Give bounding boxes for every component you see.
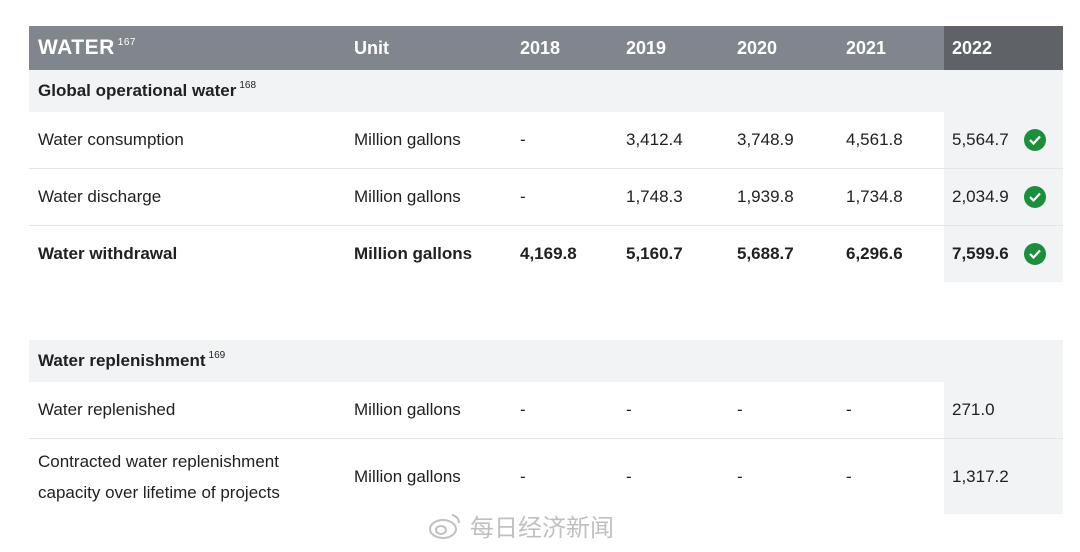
section-title: Global operational water 168 [38, 79, 257, 101]
value-2021: - [846, 466, 852, 486]
value-2019: 1,748.3 [626, 187, 683, 206]
value-2018: - [520, 130, 526, 149]
value-2021: 6,296.6 [846, 244, 903, 263]
value-2022: 5,564.7 [952, 130, 1009, 149]
check-circle-icon [1024, 129, 1046, 151]
column-header-2020: 2020 [737, 37, 778, 58]
highlight-2022 [944, 382, 1063, 438]
value-2020: 3,748.9 [737, 130, 794, 149]
value-2022: 7,599.6 [952, 244, 1009, 263]
highlight-2022 [944, 439, 1063, 514]
value-2020: - [737, 400, 743, 419]
value-2021: - [846, 400, 852, 419]
section-title: Water replenishment 169 [38, 349, 226, 371]
weibo-icon [429, 513, 461, 539]
value-2020: - [737, 466, 743, 486]
table-row-water-discharge: Water discharge Million gallons - 1,748.… [29, 169, 1063, 226]
table-row-water-consumption: Water consumption Million gallons - 3,41… [29, 112, 1063, 169]
value-2022: 1,317.2 [952, 466, 1009, 486]
value-2020: 1,939.8 [737, 187, 794, 206]
table-row-water-replenished: Water replenished Million gallons - - - … [29, 382, 1063, 439]
column-header-2018: 2018 [520, 37, 561, 58]
value-2018: - [520, 400, 526, 419]
column-header-2019: 2019 [626, 37, 667, 58]
check-circle-icon [1024, 243, 1046, 265]
table-title: WATER 167 [38, 36, 136, 59]
row-label: Water discharge [38, 187, 162, 206]
value-2022: 271.0 [952, 400, 995, 419]
column-header-2022: 2022 [952, 37, 993, 58]
watermark-text: 每日经济新闻 [470, 515, 614, 542]
value-2019: 3,412.4 [626, 130, 683, 149]
value-2019: - [626, 466, 632, 486]
value-2018: - [520, 466, 526, 486]
value-2022: 2,034.9 [952, 187, 1009, 206]
value-2019: - [626, 400, 632, 419]
section-header-global-operational-water: Global operational water 168 [29, 70, 1063, 112]
row-unit: Million gallons [354, 400, 461, 419]
column-header-2021: 2021 [846, 37, 887, 58]
row-label-line-1: Contracted water replenishment [38, 452, 279, 471]
row-unit: Million gallons [354, 130, 461, 149]
watermark: 每日经济新闻 [428, 508, 614, 543]
value-2021: 4,561.8 [846, 130, 903, 149]
value-2018: 4,169.8 [520, 244, 577, 263]
value-2020: 5,688.7 [737, 244, 794, 263]
table-row-contracted-replenishment-capacity: Contracted water replenishment capacity … [29, 439, 1063, 514]
section-gap [29, 282, 1063, 340]
row-label: Contracted water replenishment capacity … [38, 439, 348, 521]
header-2022-highlight [944, 26, 1063, 70]
row-unit: Million gallons [354, 187, 461, 206]
table-row-water-withdrawal: Water withdrawal Million gallons 4,169.8… [29, 226, 1063, 282]
value-2019: 5,160.7 [626, 244, 683, 263]
row-label: Water replenished [38, 400, 176, 419]
row-unit: Million gallons [354, 244, 473, 263]
value-2018: - [520, 187, 526, 206]
value-2021: 1,734.8 [846, 187, 903, 206]
section-header-water-replenishment: Water replenishment 169 [29, 340, 1063, 382]
row-label: Water withdrawal [38, 244, 178, 263]
row-label: Water consumption [38, 130, 184, 149]
column-header-unit: Unit [354, 37, 389, 58]
water-data-table: WATER 167 Unit 2018 2019 2020 2021 2022 G… [29, 26, 1063, 514]
check-circle-icon [1024, 186, 1046, 208]
table-header-row: WATER 167 Unit 2018 2019 2020 2021 2022 [29, 26, 1063, 70]
row-unit: Million gallons [354, 466, 461, 486]
row-label-line-2: capacity over lifetime of projects [38, 483, 280, 502]
